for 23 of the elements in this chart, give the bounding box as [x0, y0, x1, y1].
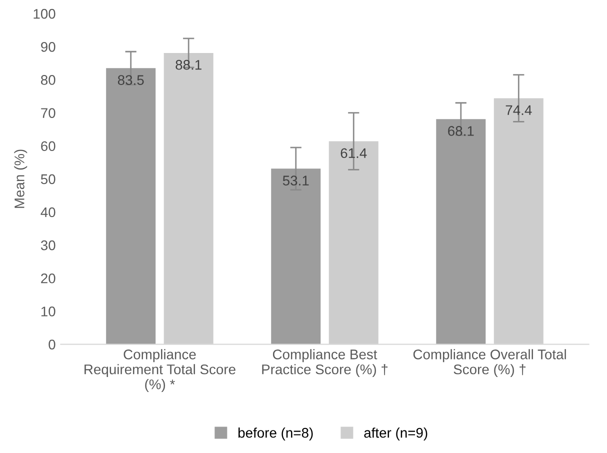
- y-tick-label: 50: [40, 174, 56, 184]
- x-tick-label: Compliance Requirement Total Score (%) *: [84, 349, 236, 392]
- legend-label: before (n=8): [238, 428, 313, 440]
- data-label: 83.5: [118, 75, 144, 85]
- data-label: 61.4: [340, 148, 367, 158]
- y-tick-label: 90: [41, 42, 56, 52]
- y-tick-label: 30: [40, 240, 56, 250]
- y-tick-label: 70: [41, 108, 56, 118]
- y-tick-label: 40: [40, 207, 56, 218]
- y-tick-label: 80: [40, 75, 56, 85]
- y-tick-label: 10: [41, 306, 56, 316]
- y-tick-label: 60: [41, 141, 56, 152]
- legend-label: after (n=9): [364, 428, 428, 440]
- data-label: 53.1: [282, 176, 309, 186]
- data-label: 68.1: [448, 126, 474, 136]
- y-tick-label: 0: [48, 340, 56, 350]
- y-tick-label: 20: [41, 273, 56, 284]
- y-tick-label: 100: [34, 8, 56, 19]
- x-tick-label: Compliance Overall Total Score (%) †: [413, 349, 566, 378]
- y-axis-title: Mean (%): [14, 150, 28, 208]
- data-label: 88.1: [176, 60, 202, 70]
- x-tick-label: Compliance Best Practice Score (%) †: [262, 349, 388, 378]
- data-label: 74.4: [506, 105, 532, 115]
